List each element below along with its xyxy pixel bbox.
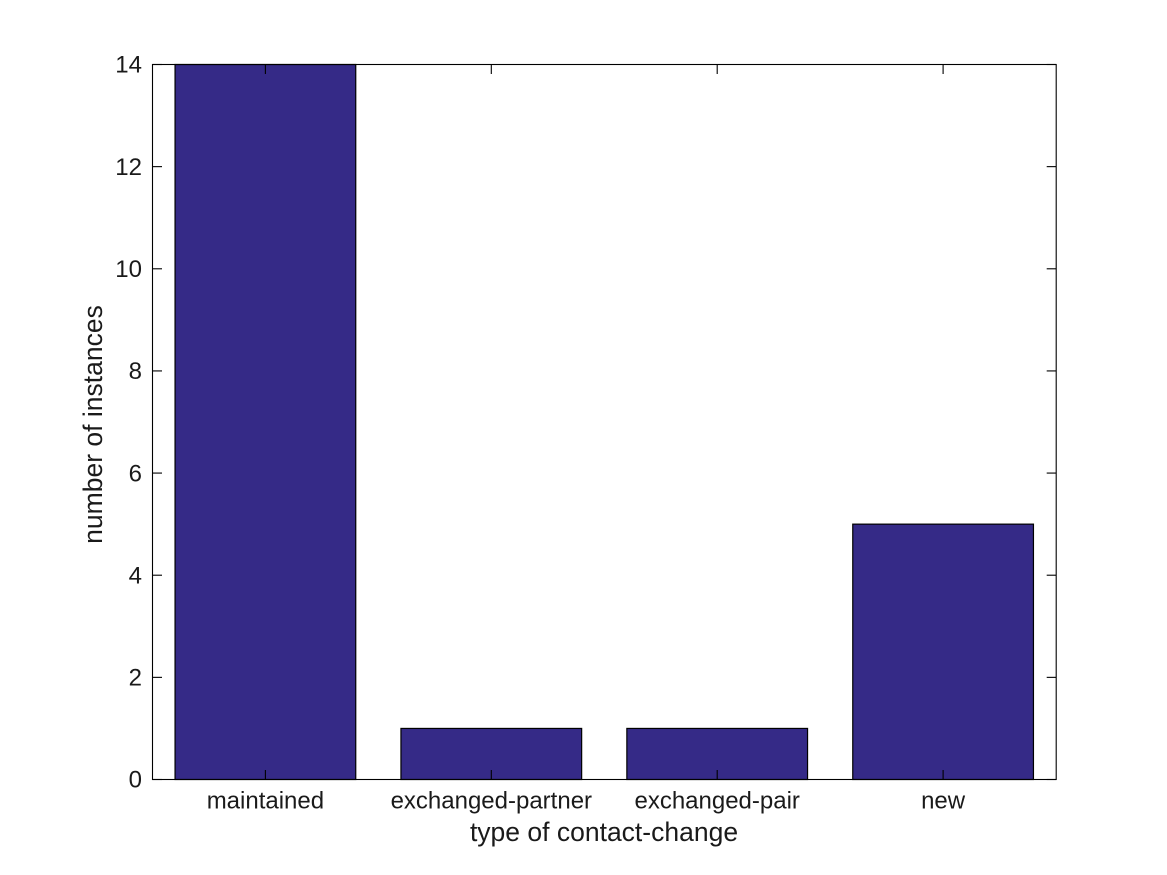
svg-text:type of contact-change: type of contact-change [470, 817, 738, 847]
svg-text:10: 10 [115, 256, 142, 283]
svg-text:2: 2 [129, 665, 142, 692]
svg-text:6: 6 [129, 460, 142, 487]
svg-text:exchanged-partner: exchanged-partner [391, 788, 592, 815]
svg-text:number of instances: number of instances [78, 305, 108, 544]
svg-text:14: 14 [115, 52, 142, 79]
svg-text:12: 12 [115, 154, 142, 181]
svg-text:4: 4 [129, 562, 142, 589]
svg-text:0: 0 [129, 767, 142, 794]
svg-text:exchanged-pair: exchanged-pair [634, 788, 799, 815]
svg-text:8: 8 [129, 358, 142, 385]
svg-text:maintained: maintained [207, 788, 324, 815]
svg-text:new: new [921, 788, 966, 815]
